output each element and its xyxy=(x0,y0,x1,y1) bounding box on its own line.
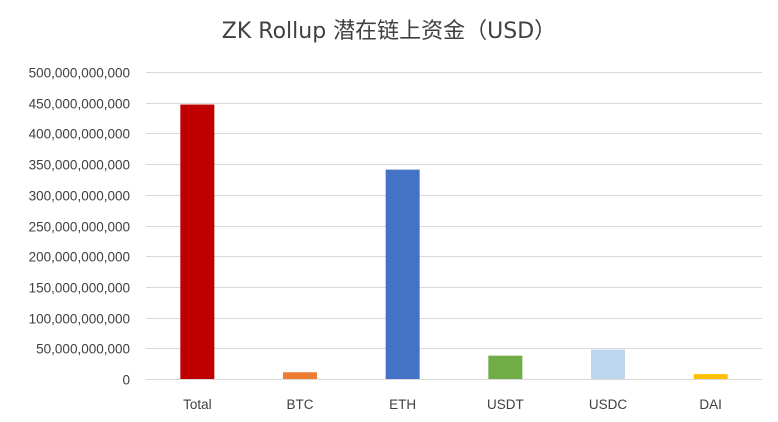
x-category-label: Total xyxy=(183,397,212,412)
bar-dai xyxy=(693,374,728,379)
chart-title: ZK Rollup 潜在链上资金（USD） xyxy=(222,19,556,44)
x-category-label: USDT xyxy=(487,397,524,412)
y-tick-label: 500,000,000,000 xyxy=(29,66,130,81)
gridlines xyxy=(146,72,762,380)
y-tick-label: 50,000,000,000 xyxy=(36,342,130,357)
bar-btc xyxy=(283,372,317,379)
y-axis-ticks: 0 50,000,000,000 100,000,000,000 150,000,00… xyxy=(29,66,130,388)
y-tick-label: 200,000,000,000 xyxy=(29,250,130,265)
x-category-label: ETH xyxy=(389,397,416,412)
bar-total xyxy=(180,104,215,380)
bars xyxy=(180,104,728,380)
x-axis-categories: Total BTC ETH USDT USDC DAI xyxy=(183,397,722,412)
y-tick-label: 400,000,000,000 xyxy=(29,127,130,142)
bar-eth xyxy=(385,169,420,379)
y-tick-label: 150,000,000,000 xyxy=(29,281,130,296)
y-tick-label: 350,000,000,000 xyxy=(29,158,130,173)
bar-usdc xyxy=(591,349,625,379)
y-tick-label: 250,000,000,000 xyxy=(29,220,130,235)
y-tick-label: 300,000,000,000 xyxy=(29,189,130,204)
x-category-label: USDC xyxy=(589,397,628,412)
x-category-label: DAI xyxy=(699,397,722,412)
y-tick-label: 450,000,000,000 xyxy=(29,97,130,112)
bar-usdt xyxy=(488,355,523,379)
x-category-label: BTC xyxy=(287,397,314,412)
y-tick-label: 100,000,000,000 xyxy=(29,312,130,327)
y-tick-label: 0 xyxy=(122,373,130,388)
